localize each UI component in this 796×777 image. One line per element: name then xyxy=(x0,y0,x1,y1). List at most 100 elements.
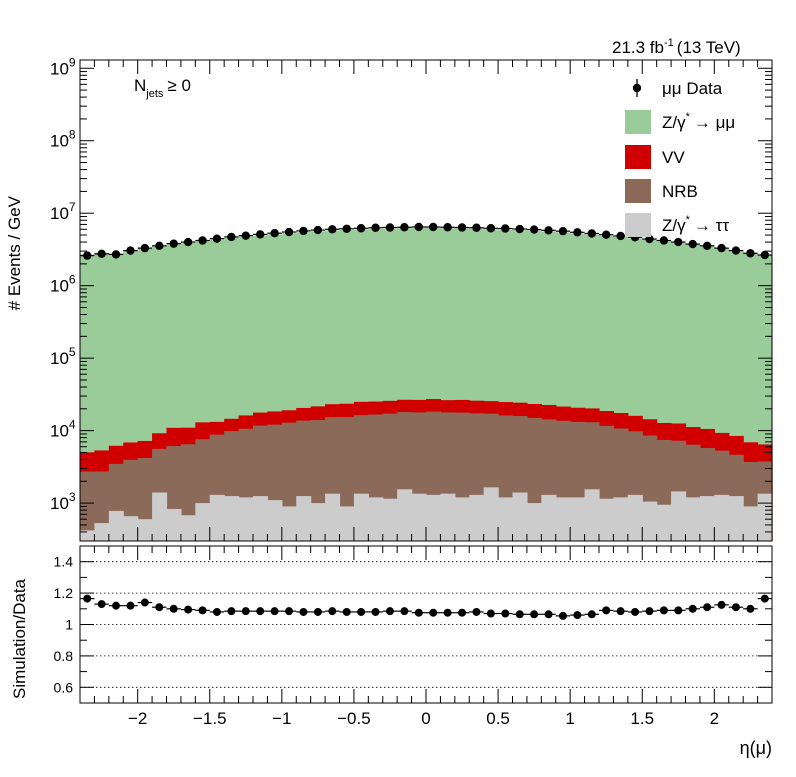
data-point-25 xyxy=(443,223,452,232)
bar-z--33 xyxy=(555,497,571,541)
bar-z--20 xyxy=(368,497,384,541)
data-point-6 xyxy=(169,239,178,248)
bar-z--35 xyxy=(584,489,600,541)
data-point-40 xyxy=(659,236,669,245)
bar-z--40 xyxy=(656,504,672,541)
data-point-12 xyxy=(256,230,265,239)
ratio-point-27 xyxy=(472,607,481,616)
lumi-label: 21.3 fb-1 (13 TeV) xyxy=(612,37,741,57)
legend-swatch-nrb xyxy=(625,179,651,203)
bar-nrb-0 xyxy=(80,471,96,541)
bar-z--19 xyxy=(353,493,369,541)
ratio-point-22 xyxy=(400,607,409,616)
main-ytick-label-9: 109 xyxy=(50,55,76,78)
ratio-ytick-label: 0.6 xyxy=(54,679,74,695)
data-point-13 xyxy=(270,228,279,238)
data-point-33 xyxy=(558,226,568,236)
xtick-label: 0 xyxy=(421,709,430,728)
legend-entry-nrb: NRB xyxy=(625,179,698,203)
ratio-point-1 xyxy=(97,600,106,609)
ratio-point-47 xyxy=(760,594,769,603)
main-ytick-label-5: 105 xyxy=(50,345,76,368)
bar-z--30 xyxy=(512,492,528,541)
main-axis-ticks xyxy=(79,60,773,542)
xtick-label: 1.5 xyxy=(630,709,654,728)
xtick-label: −1 xyxy=(272,709,291,728)
ytick-exponent: 8 xyxy=(69,128,76,142)
ratio-point-32 xyxy=(544,610,553,619)
bar-z--31 xyxy=(526,503,542,541)
data-point-4 xyxy=(140,243,150,253)
legend-entry-ztautau: Z/γ* → ττ xyxy=(625,213,729,237)
data-point-29 xyxy=(501,224,510,233)
ratio-point-39 xyxy=(645,607,654,616)
ratio-point-16 xyxy=(313,607,322,616)
legend-entry-data: μμ Data xyxy=(632,79,723,98)
data-point-34 xyxy=(573,228,582,237)
ratio-point-45 xyxy=(731,603,740,612)
jets-label: Njets ≥ 0 xyxy=(134,76,191,100)
ytick-base: 10 xyxy=(50,494,69,513)
bar-z--38 xyxy=(627,494,643,541)
data-point-28 xyxy=(486,224,496,233)
data-point-10 xyxy=(227,232,236,242)
ratio-point-37 xyxy=(616,607,625,616)
main-ytick-label-8: 108 xyxy=(50,128,76,151)
bar-z--47 xyxy=(757,493,773,541)
bar-z--12 xyxy=(253,496,269,541)
legend-swatch-vv xyxy=(625,145,651,169)
bar-z--14 xyxy=(281,506,297,541)
ratio-point-33 xyxy=(558,611,567,620)
data-point-15 xyxy=(299,226,308,236)
bar-z--25 xyxy=(440,493,456,541)
ratio-point-31 xyxy=(530,610,539,619)
bar-z--44 xyxy=(714,494,730,541)
stacked-histogram xyxy=(80,227,773,542)
bar-z--37 xyxy=(613,497,629,541)
legend-label-zmumu: Z/γ* → μμ xyxy=(662,111,735,132)
ytick-base: 10 xyxy=(50,277,69,296)
ratio-point-0 xyxy=(83,594,92,603)
bar-z--2 xyxy=(108,510,124,541)
bar-z--27 xyxy=(469,494,485,541)
bar-z--17 xyxy=(325,493,341,541)
ratio-point-6 xyxy=(169,604,178,613)
ratio-point-9 xyxy=(212,607,221,616)
legend-label-nrb: NRB xyxy=(662,182,698,201)
ratio-point-40 xyxy=(659,606,668,615)
ytick-exponent: 5 xyxy=(69,345,76,359)
bar-z--15 xyxy=(296,496,312,541)
ratio-point-38 xyxy=(631,607,640,616)
data-point-47 xyxy=(760,250,769,260)
bar-z--29 xyxy=(498,497,514,541)
bar-z--22 xyxy=(397,489,413,541)
data-points xyxy=(80,222,772,260)
bar-z--39 xyxy=(642,501,658,541)
data-point-8 xyxy=(198,236,207,245)
data-point-3 xyxy=(126,246,135,255)
ytick-exponent: 7 xyxy=(69,200,76,214)
ratio-point-28 xyxy=(486,609,495,618)
bar-z--46 xyxy=(743,506,759,541)
bar-z--36 xyxy=(599,498,615,541)
ratio-point-34 xyxy=(573,611,582,620)
bar-z--21 xyxy=(382,498,398,541)
data-point-14 xyxy=(284,227,294,237)
ratio-point-14 xyxy=(285,607,294,616)
ratio-point-43 xyxy=(703,603,712,612)
legend-label-data: μμ Data xyxy=(662,79,723,98)
ratio-point-20 xyxy=(371,607,380,616)
xtick-label: −2 xyxy=(128,709,147,728)
bar-z--1 xyxy=(94,523,110,541)
data-point-31 xyxy=(529,225,539,234)
ratio-point-17 xyxy=(328,607,337,616)
ratio-point-30 xyxy=(515,610,524,619)
data-point-20 xyxy=(371,223,380,232)
ytick-base: 10 xyxy=(50,422,69,441)
bar-z--3 xyxy=(123,516,139,541)
bar-z--18 xyxy=(339,506,355,541)
bar-z--8 xyxy=(195,503,211,541)
ratio-point-26 xyxy=(458,608,467,617)
ratio-point-42 xyxy=(688,604,697,613)
